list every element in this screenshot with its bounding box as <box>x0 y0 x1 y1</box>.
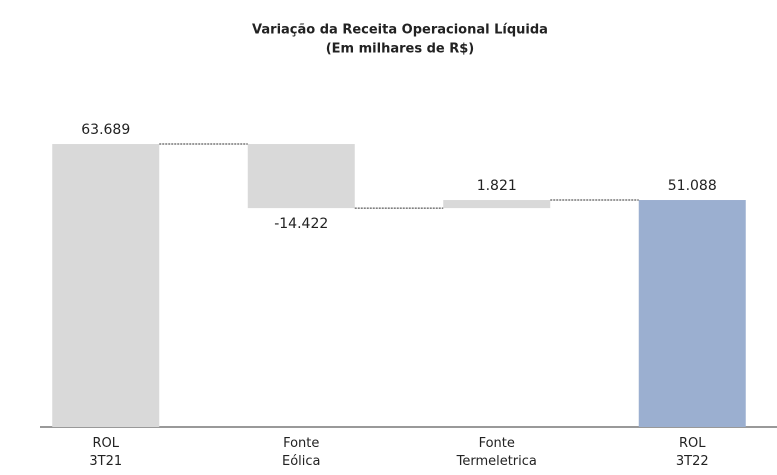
x-tick-label: ROL 3T21 <box>89 436 122 469</box>
x-tick-label-line: 3T21 <box>89 454 122 469</box>
x-tick-label: Fonte Termeletrica <box>456 436 537 469</box>
data-label: -14.422 <box>274 216 328 232</box>
bar <box>443 200 551 209</box>
x-tick-label-line: Fonte <box>479 436 515 451</box>
bar <box>52 144 160 427</box>
x-tick-label: Fonte Eólica <box>282 436 321 469</box>
bar <box>638 200 746 427</box>
chart-title: Variação da Receita Operacional Líquida <box>252 23 548 38</box>
data-label: 51.088 <box>668 178 717 194</box>
x-tick-label: ROL 3T22 <box>676 436 709 469</box>
x-tick-label-line: ROL <box>92 436 119 451</box>
x-tick-label-line: Eólica <box>282 454 321 469</box>
data-label: 63.689 <box>81 122 130 138</box>
x-tick-label-line: 3T22 <box>676 454 709 469</box>
bar <box>247 144 355 209</box>
chart-subtitle: (Em milhares de R$) <box>326 42 475 57</box>
x-tick-label-line: ROL <box>679 436 706 451</box>
data-label: 1.821 <box>477 178 517 194</box>
x-tick-label-line: Fonte <box>283 436 319 451</box>
x-tick-label-line: Termeletrica <box>456 454 537 469</box>
